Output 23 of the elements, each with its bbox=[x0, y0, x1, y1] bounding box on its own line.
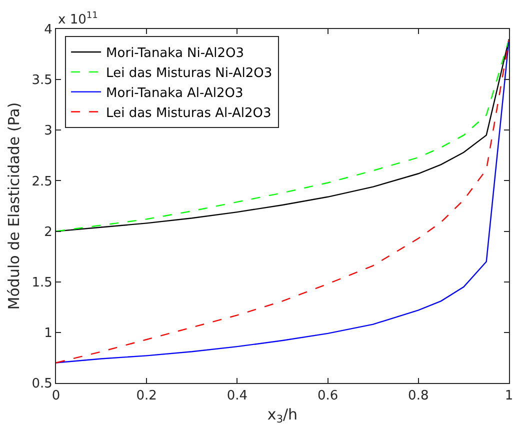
legend-label: Mori-Tanaka Ni-Al2O3 bbox=[106, 46, 244, 62]
line-series bbox=[56, 38, 509, 232]
y-tick-label: 4 bbox=[44, 22, 52, 38]
legend-label: Lei das Misturas Ni-Al2O3 bbox=[106, 66, 272, 81]
y-axis-title: Módulo de Elasticidade (Pa) bbox=[4, 102, 23, 310]
x-tick-label: 0.6 bbox=[317, 388, 338, 404]
y-tick-label: 0.5 bbox=[32, 376, 52, 392]
text: x 10$^{11}$ bbox=[58, 11, 98, 28]
y-tick-label: 1 bbox=[44, 326, 52, 341]
legend-label: Mori-Tanaka Al-Al2O3 bbox=[106, 86, 244, 101]
y-tick-label: 2 bbox=[44, 224, 52, 240]
line-series bbox=[56, 38, 509, 364]
y-tick-label: 1.5 bbox=[32, 275, 52, 290]
y-tick-label: 3.5 bbox=[32, 73, 52, 88]
x-axis-title: x$_{3}$/h bbox=[267, 406, 298, 426]
y-tick-label: 3 bbox=[44, 124, 52, 139]
x-tick-label: 0 bbox=[52, 388, 60, 404]
y-tick-label: 2.5 bbox=[32, 174, 52, 190]
x-tick-label: 0.4 bbox=[226, 388, 248, 404]
x-tick-label: 0.2 bbox=[136, 388, 157, 404]
x-tick-label: 0.8 bbox=[408, 388, 429, 404]
legend-label: Lei das Misturas Al-Al2O3 bbox=[106, 106, 272, 121]
x-tick-label: 1 bbox=[504, 388, 514, 404]
